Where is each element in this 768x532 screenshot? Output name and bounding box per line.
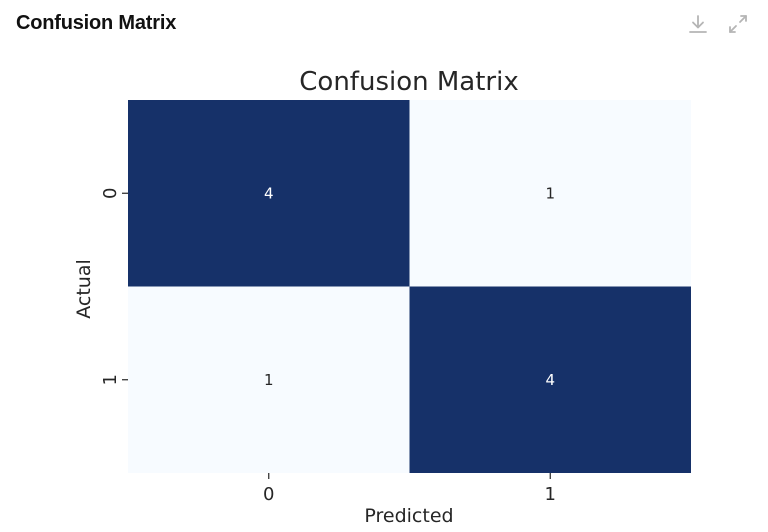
expand-button[interactable] <box>726 12 750 36</box>
cell-value-r0-c1: 1 <box>545 184 555 202</box>
download-icon <box>689 15 707 33</box>
panel-header: Confusion Matrix <box>0 0 768 50</box>
chart-title: Confusion Matrix <box>299 67 518 97</box>
heatmap-cell-r0-c1 <box>409 100 691 287</box>
heatmap-cell-r0-c0 <box>128 100 410 287</box>
panel-title: Confusion Matrix <box>16 12 177 34</box>
y-tick-label-0: 0 <box>100 188 121 199</box>
cell-value-r0-c0: 4 <box>264 184 274 202</box>
heatmap-cell-r1-c0 <box>128 286 410 473</box>
y-axis-ticks: 01 <box>100 188 128 385</box>
y-axis-label: Actual <box>73 259 95 319</box>
heatmap-cells <box>128 100 691 473</box>
x-tick-label-0: 0 <box>263 484 274 505</box>
cell-value-r1-c0: 1 <box>264 371 274 389</box>
expand-icon <box>729 15 747 33</box>
heatmap-cell-labels: 4 1 1 4 <box>264 184 555 389</box>
cell-value-r1-c1: 4 <box>545 371 555 389</box>
y-tick-label-1: 1 <box>100 374 121 385</box>
x-axis-label: Predicted <box>364 505 453 527</box>
heatmap-cell-r1-c1 <box>409 286 691 473</box>
download-button[interactable] <box>686 12 710 36</box>
x-tick-label-1: 1 <box>545 484 556 505</box>
